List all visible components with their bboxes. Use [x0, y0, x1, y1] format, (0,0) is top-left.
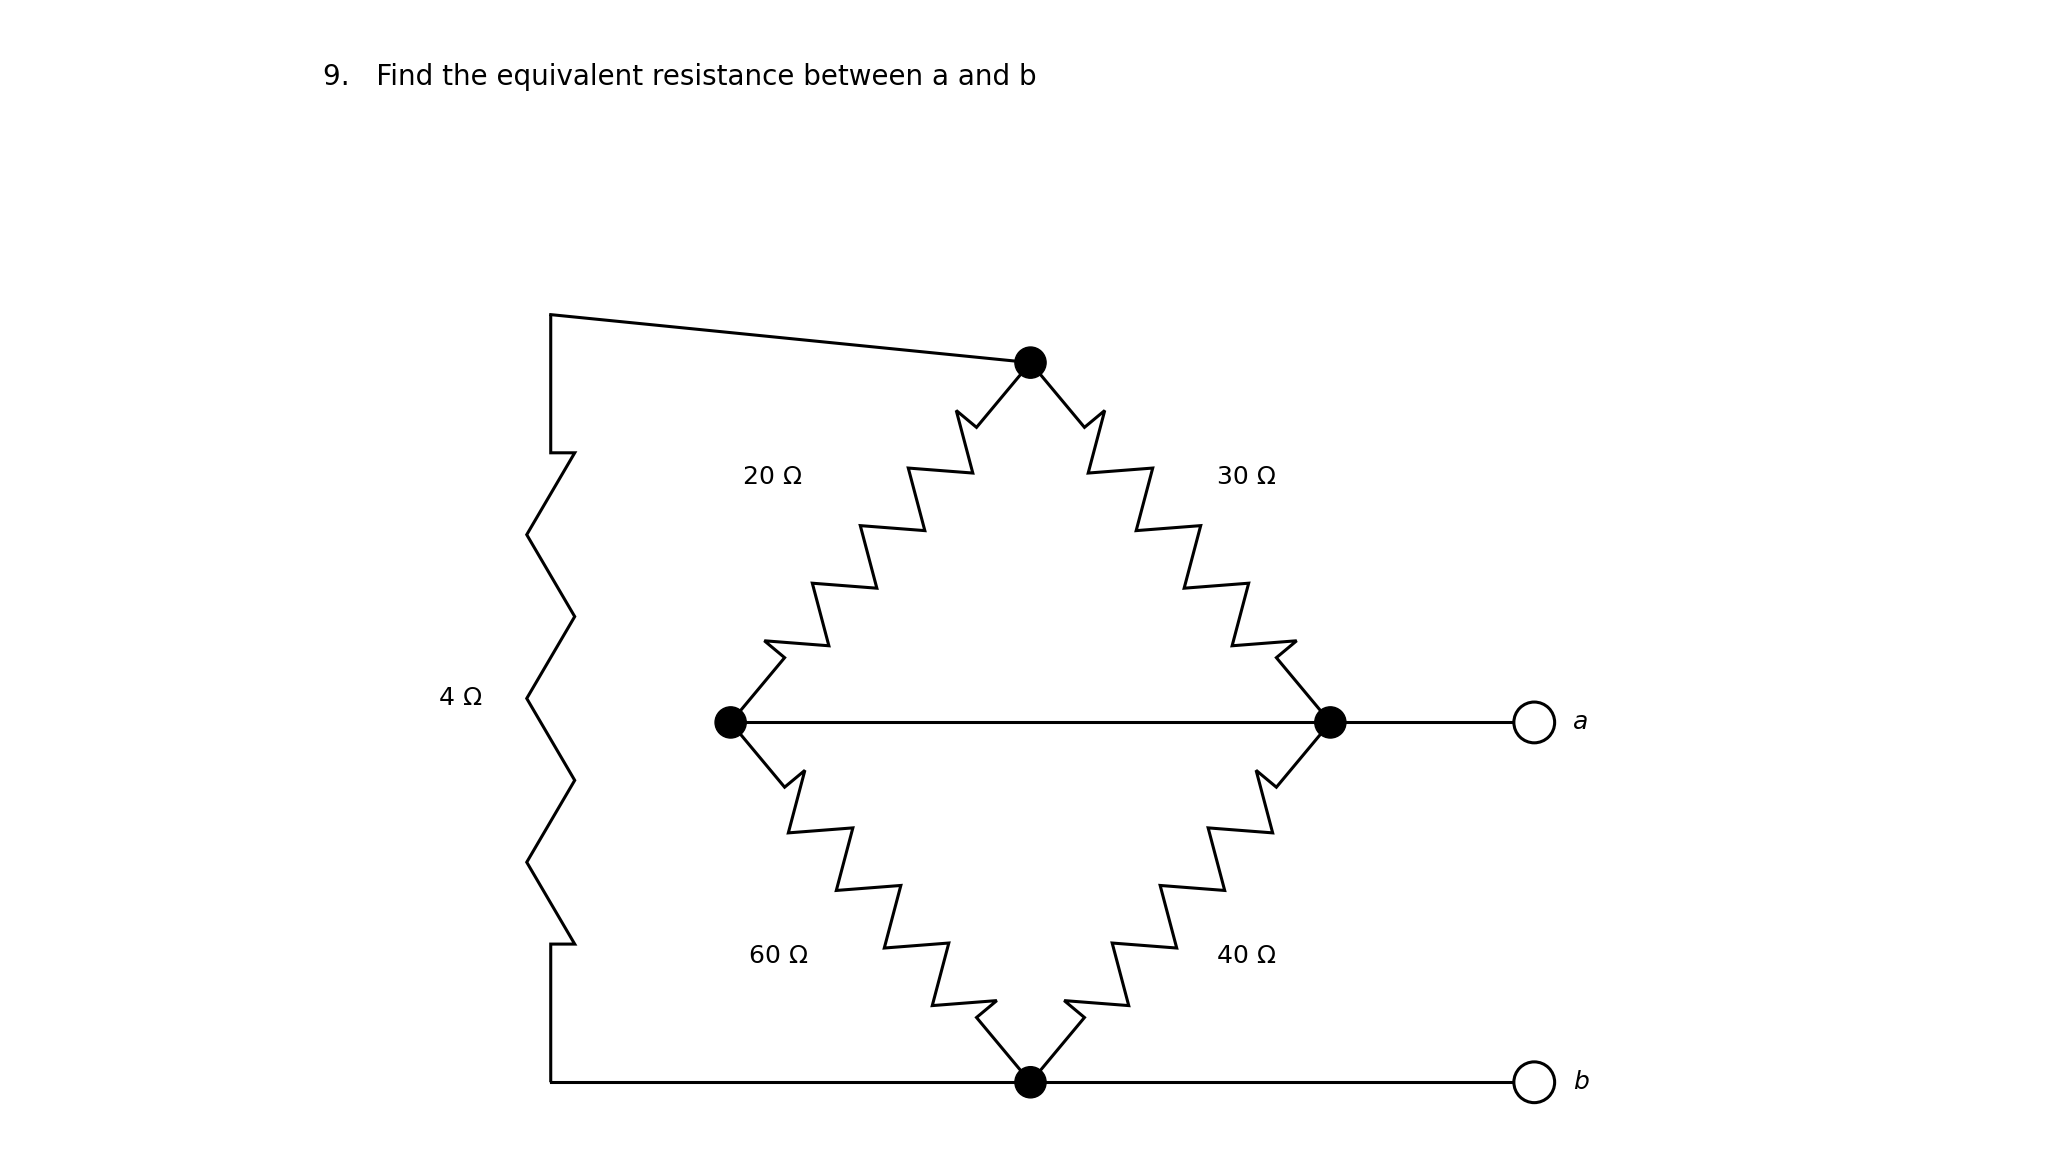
Circle shape — [1515, 703, 1554, 742]
Circle shape — [1014, 1066, 1047, 1098]
Circle shape — [1515, 1061, 1554, 1102]
Text: 30 Ω: 30 Ω — [1216, 464, 1276, 489]
Circle shape — [1315, 707, 1346, 738]
Circle shape — [715, 707, 746, 738]
Text: a: a — [1573, 711, 1589, 734]
Text: 60 Ω: 60 Ω — [748, 945, 808, 968]
Text: 20 Ω: 20 Ω — [744, 464, 802, 489]
Circle shape — [1014, 347, 1047, 379]
Text: 4 Ω: 4 Ω — [439, 686, 482, 711]
Text: 40 Ω: 40 Ω — [1216, 945, 1276, 968]
Text: 9.   Find the equivalent resistance between a and b: 9. Find the equivalent resistance betwee… — [324, 63, 1037, 91]
Text: b: b — [1573, 1071, 1589, 1094]
